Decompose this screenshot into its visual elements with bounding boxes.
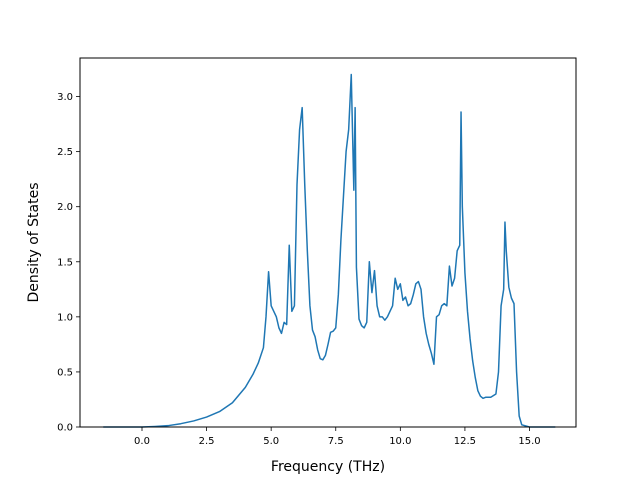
plot-area xyxy=(103,73,556,428)
y-tick-label: 1.0 xyxy=(57,312,73,323)
x-tick-label: 5.0 xyxy=(263,436,279,447)
y-tick-label: 0.0 xyxy=(57,423,73,434)
x-tick-label: 2.5 xyxy=(199,436,215,447)
x-tick-label: 7.5 xyxy=(328,436,344,447)
x-tick-label: 12.5 xyxy=(454,436,476,447)
x-axis-label: Frequency (THz) xyxy=(271,459,385,475)
x-axis: 0.0 2.5 5.0 7.5 10.0 12.5 15.0 xyxy=(134,427,541,447)
axes-frame xyxy=(79,57,577,428)
y-axis: 0.0 0.5 1.0 1.5 2.0 2.5 3.0 xyxy=(57,92,80,434)
x-tick-label: 15.0 xyxy=(518,436,540,447)
x-tick-label: 0.0 xyxy=(134,436,150,447)
y-tick-label: 3.0 xyxy=(57,92,73,103)
y-tick-label: 2.0 xyxy=(57,202,73,213)
dos-series-line-0 xyxy=(103,73,556,428)
y-tick-label: 1.5 xyxy=(57,257,73,268)
y-axis-label: Density of States xyxy=(26,183,42,303)
y-tick-label: 2.5 xyxy=(57,147,73,158)
y-tick-label: 0.5 xyxy=(57,367,73,378)
x-tick-label: 10.0 xyxy=(389,436,411,447)
